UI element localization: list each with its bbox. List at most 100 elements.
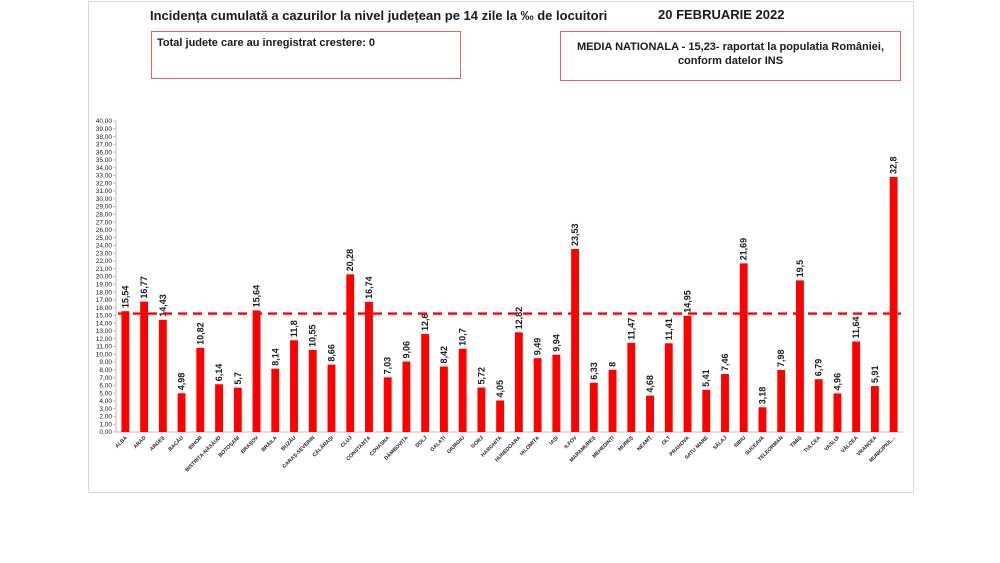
x-category-label: ILFOV [563,435,578,450]
bar-value-label: 4,68 [645,375,655,393]
y-tick-label: 27,00 [96,219,113,226]
bar [852,341,861,432]
bar [721,373,729,432]
y-tick-label: 17,00 [96,297,113,304]
chart-date: 20 FEBRUARIE 2022 [658,7,785,22]
national-average-line2: conform datelor INS [677,55,784,67]
bar [664,343,673,432]
bar [533,358,542,432]
y-tick-label: 22,00 [96,258,113,265]
bar-value-label: 15,64 [252,285,262,308]
bar-value-label: 11,47 [626,318,636,340]
y-tick-label: 13,00 [96,328,113,335]
bar-value-label: 5,7 [233,372,243,385]
bar-chart: 0,001,002,003,004,005,006,007,008,009,00… [96,118,903,473]
y-tick-label: 33,00 [96,173,113,180]
bar [252,310,261,432]
x-category-label: GIURGIU [446,435,466,455]
bar [421,334,430,432]
y-tick-label: 23,00 [96,250,113,257]
bar-value-label: 8,42 [439,346,449,364]
bar-value-label: 7,46 [720,353,730,371]
x-category-label: BACĂU [167,434,185,452]
y-tick-label: 3,00 [99,406,112,413]
bar [552,354,561,432]
y-tick-label: 8,00 [99,367,112,374]
bar [140,301,149,432]
bar-value-label: 20,28 [345,249,355,272]
bar [589,382,598,432]
bar [496,400,505,432]
bar-value-label: 5,72 [476,367,486,385]
bar-value-label: 6,14 [214,364,224,382]
bar [402,361,411,432]
bar [308,349,317,432]
y-tick-label: 37,00 [96,142,113,149]
x-category-label: NEAMȚ [636,435,654,453]
bar-value-label: 4,05 [495,380,505,398]
bar-value-label: 10,82 [195,322,205,345]
x-category-label: SĂLAJ [711,434,728,451]
bar [383,377,392,432]
y-tick-label: 16,00 [96,305,113,312]
y-tick-label: 29,00 [96,204,113,211]
y-tick-label: 36,00 [96,149,113,156]
bar-value-label: 12,6 [420,314,430,332]
y-tick-label: 11,00 [96,344,112,351]
bar [215,384,223,432]
x-category-label: VASLUI [823,435,841,453]
y-tick-label: 12,00 [96,336,113,343]
bar-value-label: 32,8 [889,156,899,174]
x-category-label: ARAD [133,435,148,450]
bar-value-label: 11,64 [851,316,861,338]
bar [477,387,486,432]
bar [627,342,636,432]
bar [158,319,167,432]
bar [814,379,823,432]
bar-value-label: 11,8 [289,320,299,337]
bar [870,386,879,432]
y-tick-label: 14,00 [96,320,113,327]
y-tick-label: 2,00 [99,414,112,421]
y-tick-label: 28,00 [96,212,113,219]
y-tick-label: 40,00 [96,118,113,125]
x-category-label: BRĂILA [260,434,279,453]
y-tick-label: 39,00 [96,126,113,133]
x-category-label: TULCEA [803,435,822,454]
bar-value-label: 9,06 [401,341,411,359]
y-tick-label: 1,00 [99,421,112,428]
bar-value-label: 11,41 [664,318,674,340]
increase-count-box: Total judete care au inregistrat crester… [151,31,461,79]
y-tick-label: 0,00 [99,429,112,436]
y-tick-label: 35,00 [96,157,113,164]
bar-value-label: 21,69 [739,238,749,261]
bar [233,387,242,432]
y-tick-label: 31,00 [96,188,113,195]
bar-value-label: 6,79 [814,359,824,377]
y-tick-label: 7,00 [99,375,112,382]
increase-count-text: Total judete care au inregistrat crester… [157,37,376,49]
bar [346,274,355,432]
bar-value-label: 4,98 [177,373,187,391]
bar [365,301,373,432]
bar-value-label: 10,7 [458,328,468,346]
x-category-label: CĂLĂRAȘI [311,434,335,458]
y-tick-label: 5,00 [99,390,112,397]
bar [758,407,767,432]
bar [739,263,748,432]
bar-value-label: 6,33 [589,362,599,380]
bar-value-label: 7,98 [776,349,786,367]
y-tick-label: 26,00 [96,227,113,234]
x-category-label: OLT [661,435,673,447]
bar [646,395,654,432]
y-tick-label: 34,00 [96,165,113,172]
x-category-label: CLUJ [340,435,354,449]
bar-value-label: 14,43 [158,294,168,317]
bar-value-label: 10,55 [308,324,318,347]
bar [702,389,711,432]
bar [571,249,580,432]
x-category-label: TIMIȘ [789,435,803,449]
bar-value-label: 4,96 [832,373,842,391]
x-category-label: ARGEȘ [149,435,167,453]
bar-value-label: 8,66 [326,344,336,362]
